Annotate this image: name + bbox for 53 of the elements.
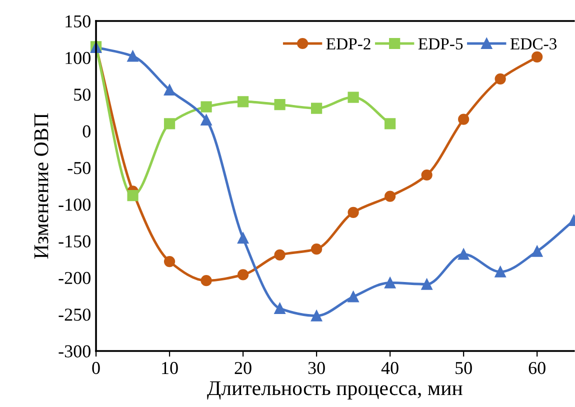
- y-tick-label: -50: [68, 162, 90, 174]
- point: [532, 246, 543, 257]
- point: [200, 101, 212, 112]
- point: [384, 190, 396, 202]
- y-tick-label: 100: [66, 52, 90, 64]
- point: [274, 249, 286, 260]
- point: [200, 275, 212, 286]
- point: [348, 206, 359, 218]
- point: [274, 302, 286, 314]
- y-tick-label: 150: [66, 15, 90, 28]
- point: [311, 244, 322, 255]
- point: [348, 92, 359, 103]
- point: [384, 118, 396, 130]
- y-tick-label: -300: [58, 345, 90, 358]
- point: [421, 169, 432, 181]
- x-tick-label: 10: [162, 362, 178, 374]
- legend-label: EDP-5: [418, 38, 463, 50]
- y-tick-label: -100: [58, 198, 90, 211]
- point: [494, 73, 506, 84]
- point: [127, 190, 138, 202]
- point: [421, 278, 432, 290]
- point: [164, 84, 176, 96]
- point: [127, 50, 138, 62]
- legend-label: EDP-2: [326, 38, 370, 50]
- x-tick-label: 50: [456, 362, 472, 374]
- x-tick-label: 30: [308, 362, 325, 374]
- y-axis-title: Изменение ОВП: [34, 113, 48, 259]
- x-tick-label: 0: [92, 362, 100, 374]
- point: [164, 118, 176, 130]
- point: [532, 51, 543, 62]
- y-tick-label: 0: [82, 125, 90, 138]
- x-axis-title: Длительность процесса, мин: [207, 381, 462, 400]
- y-tick-label: 50: [74, 88, 90, 101]
- point: [458, 114, 470, 125]
- y-tick-label: -150: [58, 235, 90, 248]
- point: [237, 269, 249, 280]
- x-tick-label: 60: [528, 362, 546, 374]
- point: [274, 99, 286, 110]
- point: [458, 248, 470, 260]
- legend-label: EDC-3: [510, 38, 557, 50]
- point: [237, 96, 249, 108]
- point: [311, 310, 322, 322]
- point: [200, 114, 212, 126]
- x-tick-label: 40: [381, 362, 398, 374]
- x-tick-label: 20: [234, 362, 252, 374]
- point: [164, 256, 176, 268]
- y-tick-label: -250: [58, 308, 90, 321]
- y-tick-label: -200: [58, 272, 90, 284]
- point: [494, 266, 506, 278]
- point: [348, 291, 359, 302]
- point: [237, 232, 249, 244]
- point: [384, 277, 396, 288]
- point: [311, 102, 322, 114]
